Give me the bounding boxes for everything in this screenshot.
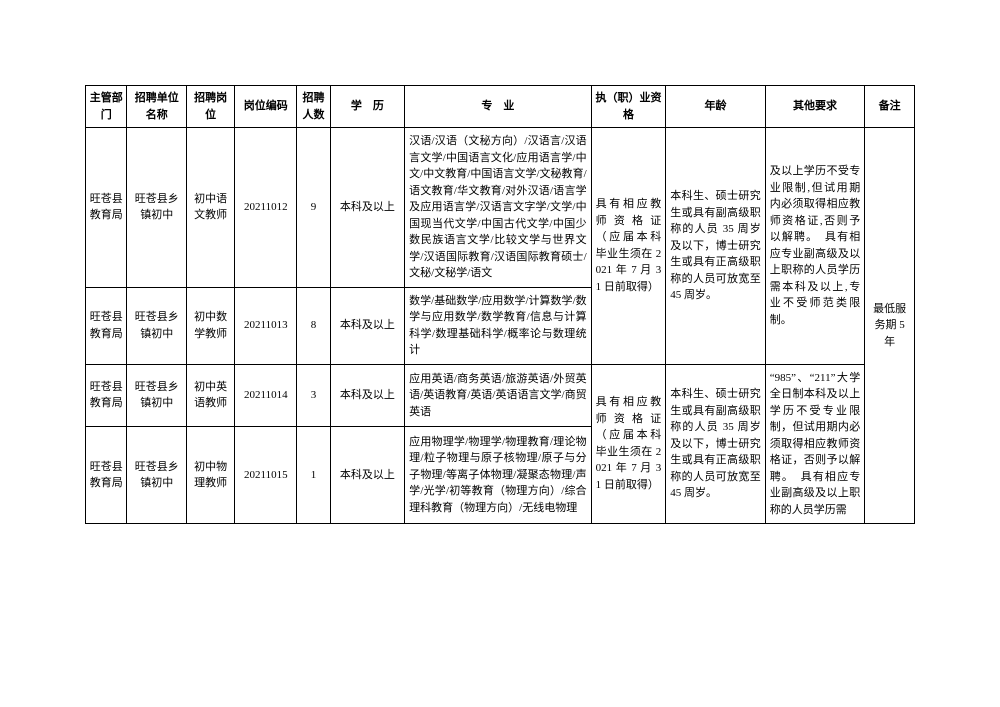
th-post: 招聘岗位: [187, 86, 235, 128]
table-row: 旺苍县教育局 旺苍县乡镇初中 初中英语教师 20211014 3 本科及以上 应…: [86, 364, 915, 427]
cell-dept: 旺苍县教育局: [86, 128, 127, 288]
cell-post: 初中英语教师: [187, 364, 235, 427]
th-code: 岗位编码: [235, 86, 297, 128]
th-qual: 执（职）业资格: [591, 86, 666, 128]
cell-dept: 旺苍县教育局: [86, 427, 127, 524]
cell-qual: 具有相应教师资格证（应届本科毕业生须在 2021 年 7 月 31 日前取得）: [591, 364, 666, 524]
cell-num: 8: [297, 287, 330, 364]
th-num: 招聘人数: [297, 86, 330, 128]
cell-num: 3: [297, 364, 330, 427]
recruitment-table: 主管部门 招聘单位名称 招聘岗位 岗位编码 招聘人数 学 历 专 业 执（职）业…: [85, 85, 915, 524]
th-note: 备注: [865, 86, 915, 128]
cell-code: 20211014: [235, 364, 297, 427]
th-unit: 招聘单位名称: [127, 86, 187, 128]
cell-major: 应用英语/商务英语/旅游英语/外贸英语/英语教育/英语/英语语言文学/商贸英语: [405, 364, 592, 427]
cell-post: 初中语文教师: [187, 128, 235, 288]
cell-other: “985”、“211”大学全日制本科及以上学历不受专业限制，但试用期内必须取得相…: [765, 364, 864, 524]
cell-dept: 旺苍县教育局: [86, 287, 127, 364]
cell-unit: 旺苍县乡镇初中: [127, 128, 187, 288]
cell-edu: 本科及以上: [330, 287, 405, 364]
cell-note: 最低服务期 5 年: [865, 128, 915, 524]
th-edu: 学 历: [330, 86, 405, 128]
header-row: 主管部门 招聘单位名称 招聘岗位 岗位编码 招聘人数 学 历 专 业 执（职）业…: [86, 86, 915, 128]
page-container: 主管部门 招聘单位名称 招聘岗位 岗位编码 招聘人数 学 历 专 业 执（职）业…: [0, 0, 1000, 524]
cell-qual: 具有相应教师资格证（应届本科毕业生须在 2021 年 7 月 31 日前取得）: [591, 128, 666, 365]
cell-age: 本科生、硕士研究生或具有副高级职称的人员 35 周岁及以下，博士研究生或具有正高…: [666, 364, 765, 524]
cell-major: 汉语/汉语（文秘方向）/汉语言/汉语言文学/中国语言文化/应用语言学/中文/中文…: [405, 128, 592, 288]
cell-unit: 旺苍县乡镇初中: [127, 364, 187, 427]
cell-unit: 旺苍县乡镇初中: [127, 287, 187, 364]
cell-edu: 本科及以上: [330, 128, 405, 288]
cell-edu: 本科及以上: [330, 427, 405, 524]
cell-code: 20211015: [235, 427, 297, 524]
th-age: 年龄: [666, 86, 765, 128]
cell-num: 9: [297, 128, 330, 288]
cell-dept: 旺苍县教育局: [86, 364, 127, 427]
cell-post: 初中数学教师: [187, 287, 235, 364]
cell-other: 及以上学历不受专业限制,但试用期内必须取得相应教师资格证,否则予以解聘。 具有相…: [765, 128, 864, 365]
cell-age: 本科生、硕士研究生或具有副高级职称的人员 35 周岁及以下，博士研究生或具有正高…: [666, 128, 765, 365]
cell-edu: 本科及以上: [330, 364, 405, 427]
cell-num: 1: [297, 427, 330, 524]
table-row: 旺苍县教育局 旺苍县乡镇初中 初中语文教师 20211012 9 本科及以上 汉…: [86, 128, 915, 288]
th-major: 专 业: [405, 86, 592, 128]
cell-unit: 旺苍县乡镇初中: [127, 427, 187, 524]
cell-major: 数学/基础数学/应用数学/计算数学/数学与应用数学/数学教育/信息与计算科学/数…: [405, 287, 592, 364]
th-other: 其他要求: [765, 86, 864, 128]
cell-code: 20211012: [235, 128, 297, 288]
cell-code: 20211013: [235, 287, 297, 364]
th-dept: 主管部门: [86, 86, 127, 128]
cell-major: 应用物理学/物理学/物理教育/理论物理/粒子物理与原子核物理/原子与分子物理/等…: [405, 427, 592, 524]
cell-post: 初中物理教师: [187, 427, 235, 524]
